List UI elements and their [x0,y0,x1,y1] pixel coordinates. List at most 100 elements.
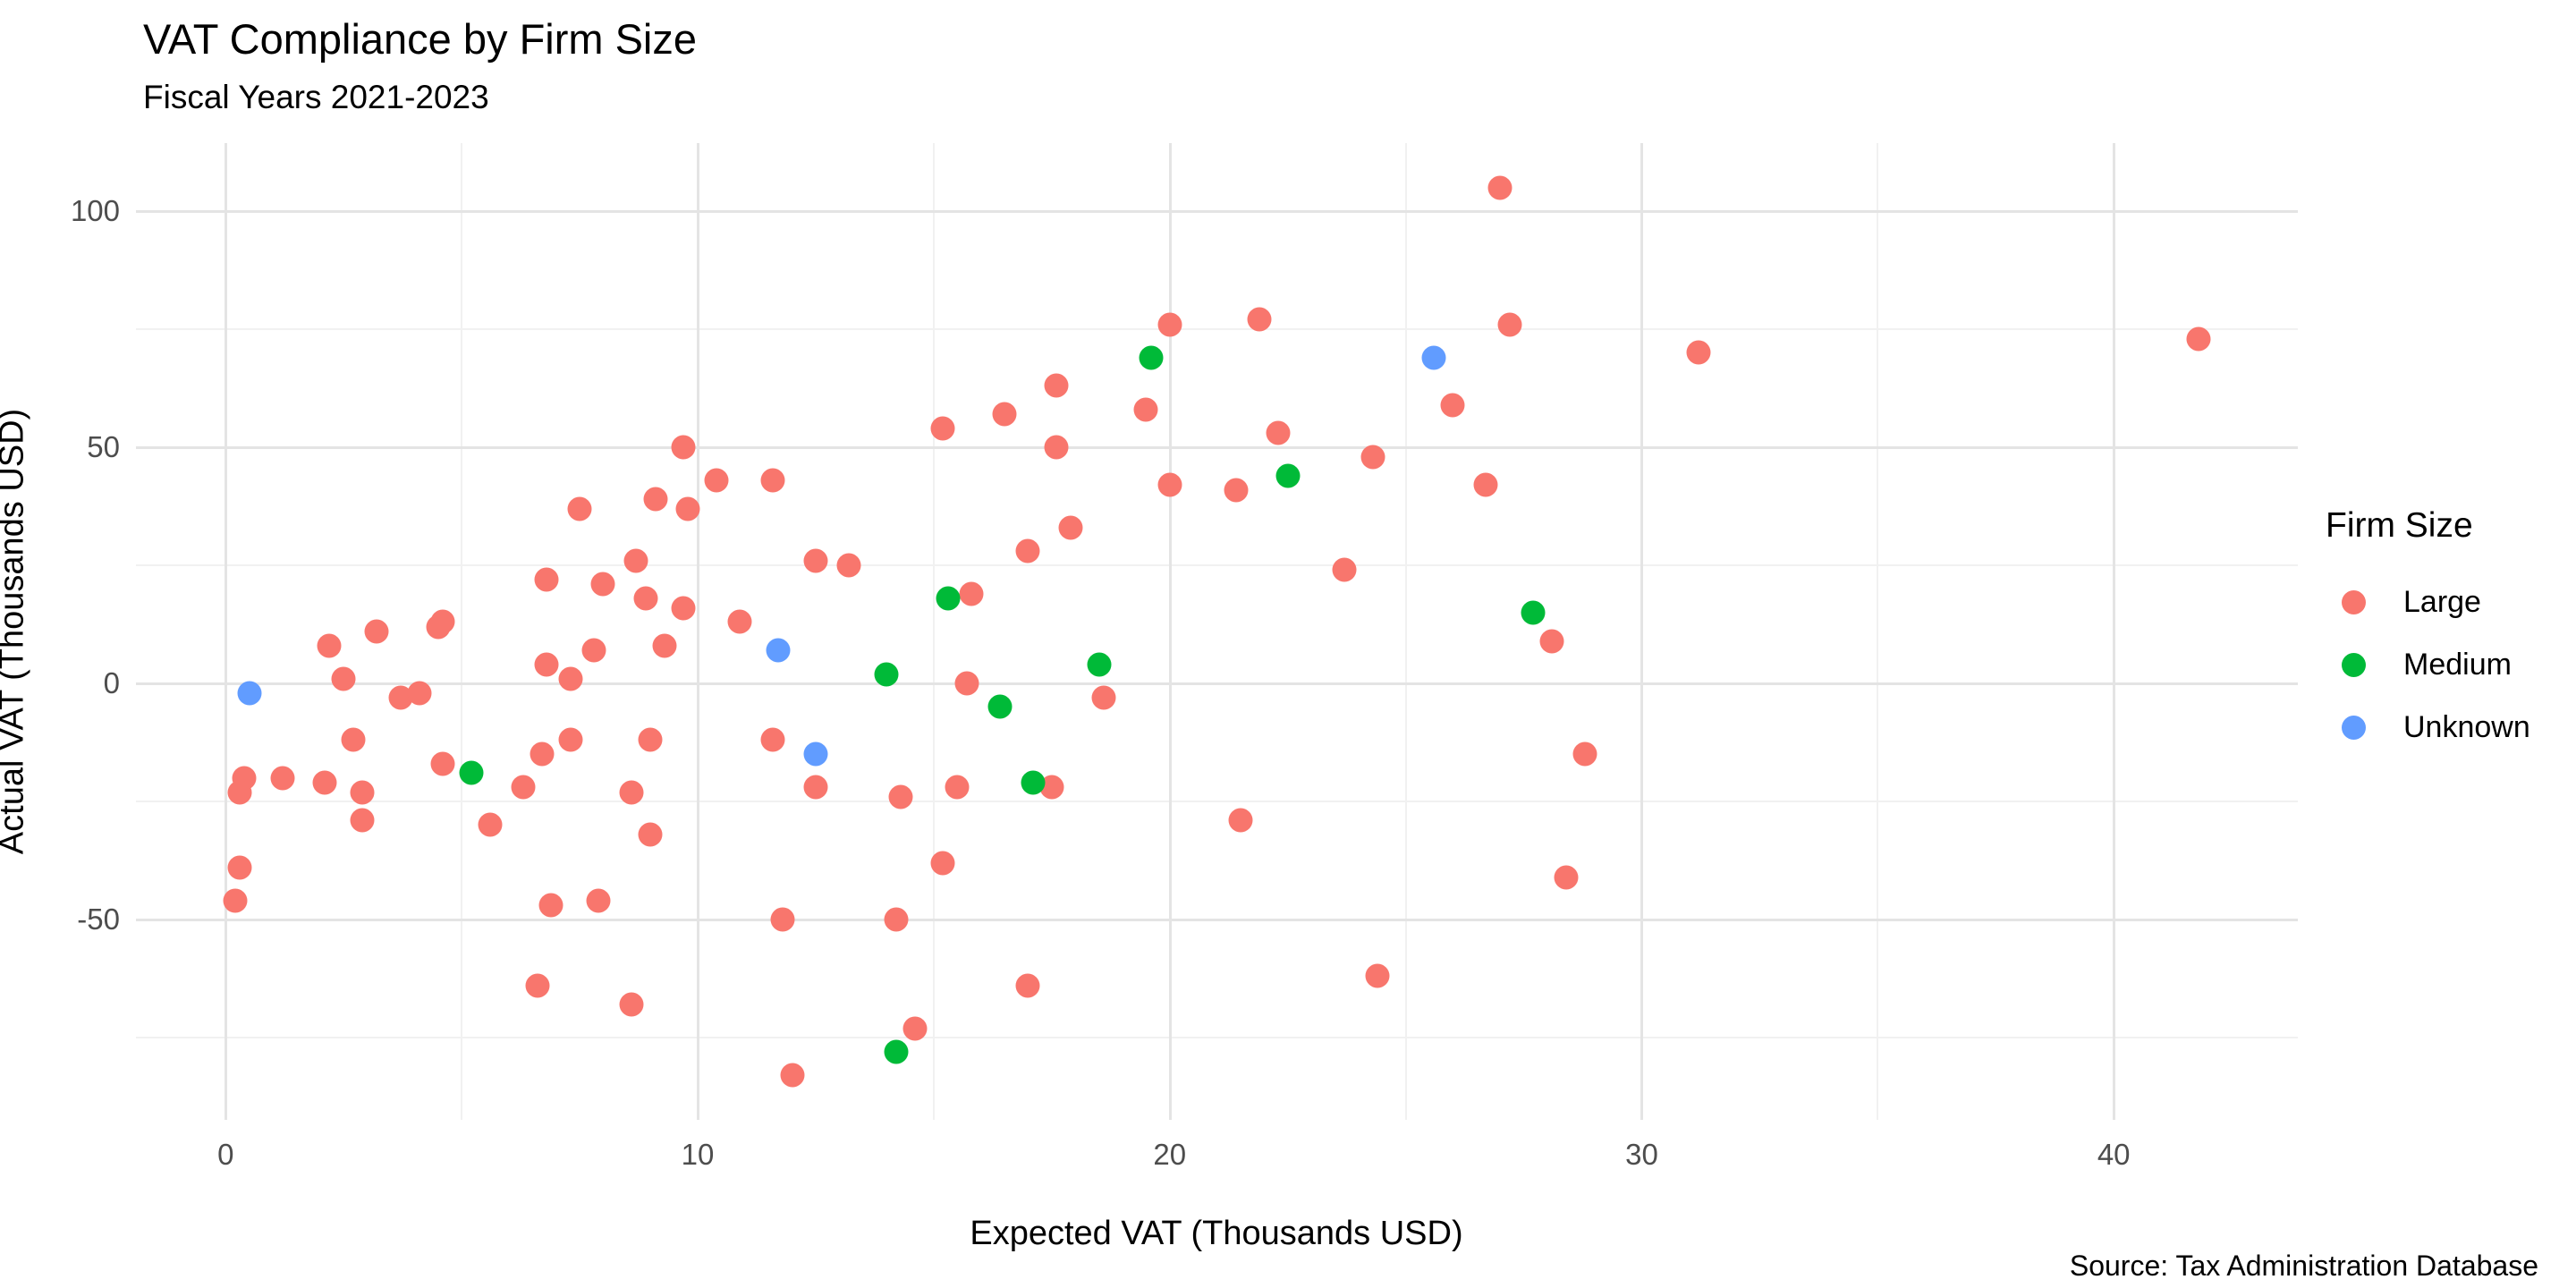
legend: Firm Size Large Medium Unknown [2326,506,2530,758]
data-point-large [727,609,752,634]
data-point-large [954,671,979,696]
data-point-medium [1087,652,1112,677]
legend-title: Firm Size [2326,506,2473,545]
data-point-large [538,893,564,918]
data-point-large [223,888,248,913]
data-point-medium [987,694,1013,719]
data-point-large [675,496,700,521]
data-point-large [478,812,503,837]
data-point-large [638,727,663,752]
data-point-large [341,727,366,752]
legend-label: Medium [2403,647,2512,682]
legend-item-medium: Medium [2326,633,2530,696]
data-point-large [888,784,913,809]
data-point-large [623,548,648,573]
x-tick-label: 40 [2097,1138,2131,1171]
data-point-large [558,666,582,691]
chart-subtitle: Fiscal Years 2021-2023 [143,79,489,115]
data-point-medium [459,760,484,785]
data-point-large [770,907,795,932]
gridline [136,1037,2298,1039]
data-point-large [619,992,644,1017]
gridline [1877,143,1879,1120]
data-point-large [534,652,559,677]
legend-item-unknown: Unknown [2326,696,2530,758]
data-point-large [1365,963,1390,988]
gridline [2113,143,2116,1120]
data-point-large [227,855,252,880]
data-point-medium [936,586,961,611]
data-point-large [590,572,615,597]
data-point-large [1554,865,1579,890]
data-point-unknown [1421,345,1446,370]
data-point-medium [1139,345,1164,370]
gridline [1404,143,1407,1120]
data-point-medium [1275,463,1301,488]
data-point-large [671,596,696,621]
data-point-large [1015,538,1040,564]
data-point-medium [1521,600,1546,625]
data-point-large [780,1063,805,1088]
data-point-large [1332,557,1357,582]
gridline [136,682,2298,686]
gridline [136,801,2298,803]
data-point-large [350,780,375,805]
data-point-large [331,666,356,691]
data-point-large [525,973,550,998]
data-point-large [1157,472,1182,497]
data-point-large [1539,629,1564,654]
data-point-large [350,808,375,833]
legend-swatch-icon [2342,589,2366,614]
data-point-large [1015,973,1040,998]
data-point-large [1058,515,1083,540]
y-tick-label: 100 [70,194,120,228]
data-point-large [364,619,389,644]
legend-label: Unknown [2403,709,2530,744]
data-point-large [1157,312,1182,337]
data-point-large [884,907,909,932]
data-point-large [430,751,455,776]
y-tick-label: -50 [77,902,120,936]
data-point-large [586,888,611,913]
data-point-large [633,586,658,611]
x-tick-label: 10 [681,1138,715,1171]
plot-panel [136,143,2298,1120]
data-point-medium [874,662,899,687]
data-point-large [930,416,955,441]
data-point-large [671,435,696,460]
data-point-large [1686,340,1711,365]
data-point-medium [1021,770,1046,795]
gridline [932,143,935,1120]
data-point-large [1247,307,1272,332]
legend-swatch-icon [2342,652,2366,677]
data-point-large [530,741,555,767]
gridline [136,446,2298,450]
data-point-large [760,468,785,493]
data-point-large [992,402,1017,427]
gridline [1168,143,1172,1120]
data-point-large [1224,478,1249,503]
x-axis-title: Expected VAT (Thousands USD) [970,1215,1463,1252]
data-point-large [1044,435,1069,460]
data-point-large [1266,420,1291,445]
data-point-large [652,633,677,658]
data-point-large [1473,472,1498,497]
gridline [696,143,699,1120]
data-point-large [581,638,606,663]
y-tick-label: 0 [103,666,120,700]
data-point-large [2186,326,2211,352]
data-point-large [430,609,455,634]
gridline [136,564,2298,567]
data-point-large [1497,312,1522,337]
data-point-large [558,727,582,752]
data-point-large [803,775,828,800]
y-tick-label: 50 [87,430,120,464]
data-point-large [945,775,970,800]
chart-title: VAT Compliance by Firm Size [143,15,698,63]
data-point-large [1133,397,1158,422]
data-point-large [760,727,785,752]
data-point-large [567,496,592,521]
data-point-large [511,775,536,800]
data-point-large [704,468,729,493]
data-point-large [1360,445,1385,470]
